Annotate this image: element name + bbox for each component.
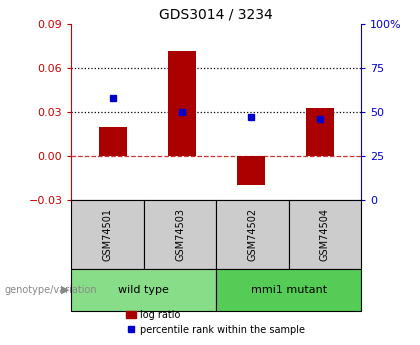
Text: ▶: ▶: [61, 285, 69, 295]
Text: GSM74504: GSM74504: [320, 208, 330, 261]
Bar: [306, 108, 333, 156]
Bar: [168, 51, 196, 156]
Text: GSM74503: GSM74503: [175, 208, 185, 261]
Text: genotype/variation: genotype/variation: [4, 285, 97, 295]
Text: GSM74501: GSM74501: [102, 208, 113, 261]
Text: wild type: wild type: [118, 285, 169, 295]
Title: GDS3014 / 3234: GDS3014 / 3234: [160, 8, 273, 22]
Text: mmi1 mutant: mmi1 mutant: [251, 285, 327, 295]
Bar: [237, 156, 265, 186]
Legend: log ratio, percentile rank within the sample: log ratio, percentile rank within the sa…: [123, 306, 309, 338]
Text: GSM74502: GSM74502: [247, 208, 257, 261]
Bar: [99, 127, 126, 156]
